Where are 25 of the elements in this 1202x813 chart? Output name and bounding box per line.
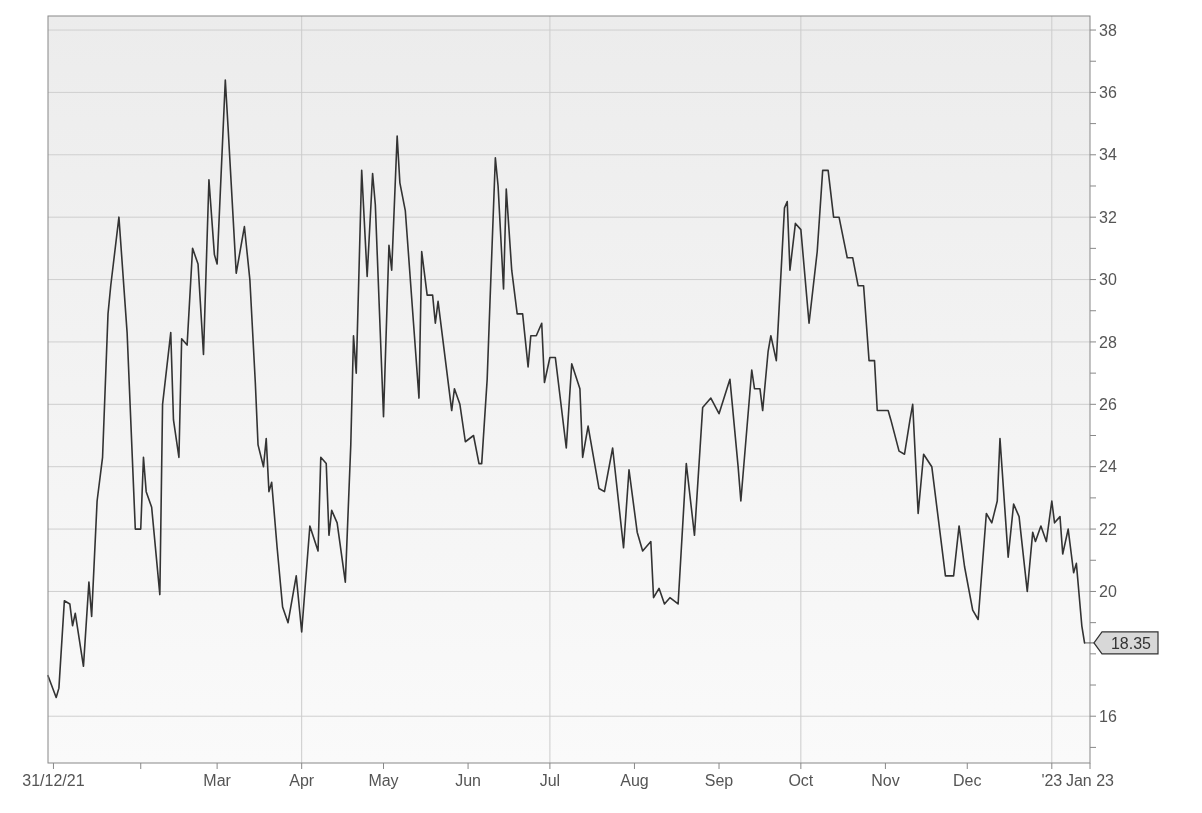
- x-tick-label: Apr: [289, 772, 315, 789]
- y-tick-label: 28: [1099, 333, 1117, 351]
- x-tick-label: Dec: [953, 772, 982, 789]
- y-tick-label: 32: [1099, 208, 1117, 226]
- x-tick-label: Sep: [704, 772, 734, 789]
- y-tick-label: 26: [1099, 395, 1117, 413]
- x-tick-label: Nov: [871, 772, 900, 789]
- y-tick-label: 30: [1099, 271, 1117, 289]
- y-tick-label: 16: [1099, 707, 1117, 725]
- y-tick-label: 22: [1099, 520, 1117, 538]
- x-tick-label: Jun: [455, 772, 481, 789]
- x-tick-label: May: [368, 772, 399, 789]
- x-tick-label: Oct: [788, 772, 814, 789]
- x-tick-label: Jan 23: [1065, 772, 1115, 789]
- x-tick-label: Jul: [539, 772, 561, 789]
- y-tick-label: 38: [1099, 21, 1117, 39]
- x-tick-label: '23: [1041, 772, 1063, 789]
- y-tick-label: 20: [1099, 583, 1117, 601]
- y-tick-label: 34: [1099, 146, 1117, 164]
- x-tick-label: Aug: [620, 772, 649, 789]
- x-tick-label: 31/12/21: [22, 772, 85, 789]
- annotation: 18.35: [1110, 634, 1152, 652]
- y-tick-label: 24: [1099, 458, 1117, 476]
- y-tick-label: 36: [1099, 84, 1117, 102]
- x-tick-label: Mar: [203, 772, 232, 789]
